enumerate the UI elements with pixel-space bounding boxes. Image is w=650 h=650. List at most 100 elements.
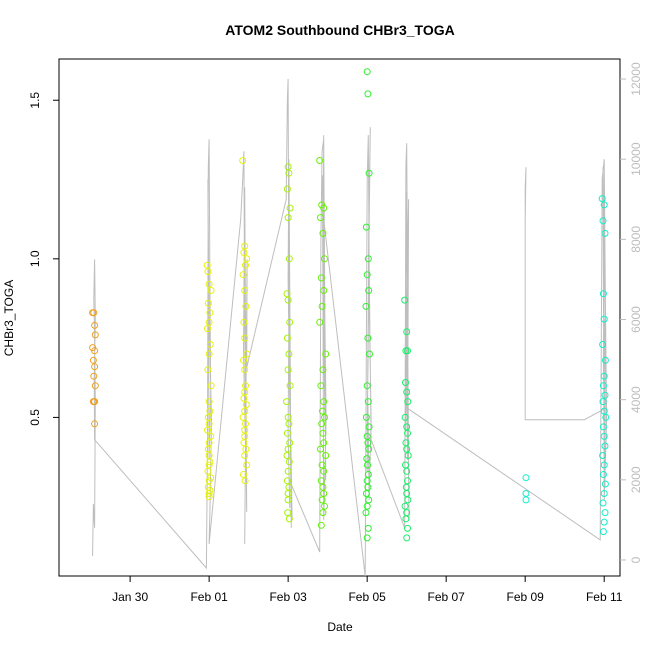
data-point	[284, 296, 292, 304]
x-tick-label: Feb 07	[427, 590, 465, 604]
data-point	[204, 299, 212, 307]
data-point	[600, 461, 608, 469]
data-point	[401, 296, 409, 304]
data-point	[403, 328, 411, 336]
y-axis-label: CHBr3_TOGA	[2, 280, 16, 356]
y-axis: 0.5 1.0 1.5	[28, 92, 59, 426]
data-point	[205, 318, 213, 326]
data-point	[242, 401, 250, 409]
data-point	[91, 363, 99, 371]
data-point	[205, 350, 213, 358]
data-point	[205, 490, 213, 497]
data-point	[363, 502, 371, 510]
data-point	[403, 467, 411, 475]
data-point	[598, 195, 606, 203]
secondary-line-series	[92, 78, 608, 577]
data-point	[364, 90, 372, 98]
data-point	[284, 496, 292, 504]
data-point	[239, 413, 247, 421]
data-point	[320, 287, 328, 294]
data-point	[599, 499, 607, 507]
data-point	[285, 169, 293, 177]
data-point	[91, 420, 99, 428]
data-point	[286, 382, 294, 390]
data-point	[601, 229, 609, 237]
data-point	[403, 534, 411, 542]
data-point	[284, 445, 292, 453]
data-point	[317, 477, 325, 485]
data-point	[207, 287, 215, 294]
data-point	[320, 467, 328, 475]
data-point	[284, 214, 292, 222]
data-point	[404, 452, 412, 459]
data-point	[401, 413, 409, 421]
data-point	[401, 502, 409, 510]
data-point	[205, 398, 213, 406]
x-axis: Jan 30 Feb 01 Feb 03 Feb 05 Feb 07 Feb 09 Feb …	[112, 576, 623, 604]
data-point	[239, 157, 247, 164]
x-axis-label: Date	[327, 620, 353, 634]
data-point	[283, 452, 291, 459]
data-point	[242, 302, 250, 310]
y2-tick-label: 2000	[629, 466, 643, 493]
data-point	[240, 318, 248, 326]
data-point	[602, 413, 610, 421]
data-point	[204, 325, 211, 333]
data-point	[402, 515, 410, 523]
data-point	[203, 261, 211, 269]
data-point	[364, 255, 372, 263]
data-point	[600, 372, 608, 380]
data-point	[319, 407, 326, 415]
data-point	[522, 490, 530, 497]
data-point	[362, 302, 370, 310]
data-point	[286, 204, 294, 212]
data-point	[90, 309, 98, 317]
data-point	[204, 426, 211, 434]
data-point	[363, 382, 371, 390]
data-point	[318, 420, 326, 428]
data-point	[241, 334, 249, 342]
data-point	[283, 185, 291, 193]
data-point	[285, 350, 293, 358]
data-point	[241, 287, 249, 294]
data-point	[240, 249, 248, 256]
data-point	[285, 255, 293, 263]
data-point	[364, 461, 371, 469]
chart-title: ATOM2 Southbound CHBr3_TOGA	[225, 22, 454, 38]
data-point	[283, 398, 291, 406]
data-point	[317, 214, 324, 222]
point-series-group	[89, 68, 610, 542]
data-point	[404, 429, 411, 437]
data-point	[318, 302, 326, 310]
data-point	[204, 445, 212, 453]
data-point	[318, 461, 326, 469]
data-point	[316, 318, 324, 326]
y2-axis: 0 2000 4000 6000 8000 10000 12000	[620, 62, 643, 563]
data-point	[241, 432, 249, 440]
data-point	[283, 334, 291, 342]
data-point	[206, 407, 214, 415]
data-point	[241, 407, 249, 415]
y2-tick-label: 8000	[629, 226, 643, 253]
data-point	[321, 255, 328, 263]
data-point	[284, 490, 292, 497]
data-point	[285, 420, 293, 428]
data-point	[364, 483, 372, 491]
y-tick-label: 1.5	[28, 92, 42, 109]
data-point	[242, 261, 249, 269]
data-point	[599, 528, 607, 536]
point-series-2	[283, 163, 294, 523]
data-point	[404, 347, 411, 355]
data-point	[404, 524, 411, 532]
data-point	[601, 356, 609, 364]
data-point	[206, 309, 214, 317]
plot-box	[58, 58, 621, 577]
data-point	[366, 350, 373, 358]
point-series-6	[522, 195, 610, 536]
data-point	[242, 445, 250, 453]
data-point	[91, 398, 99, 406]
data-point	[283, 477, 291, 485]
data-point	[91, 382, 99, 390]
data-point	[404, 398, 412, 406]
data-point	[365, 423, 373, 431]
